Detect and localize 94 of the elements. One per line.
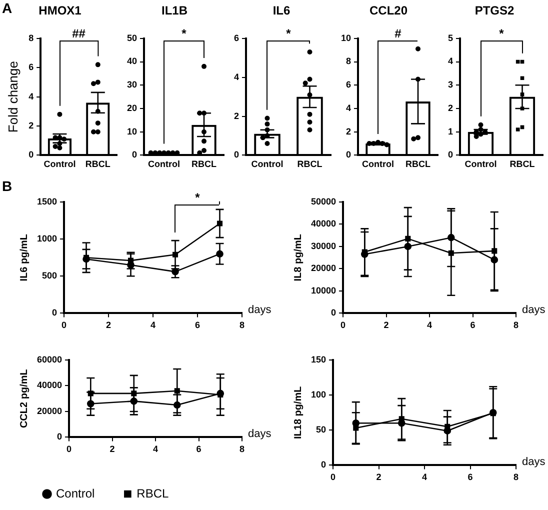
x-tick-label: Control (464, 159, 497, 170)
x-tick-label: 6 (470, 320, 476, 330)
y-tick-label: 50 (316, 424, 326, 435)
y-tick-label: 0 (28, 150, 34, 160)
y-tick-label: 30000 (310, 240, 336, 251)
text: B (2, 178, 12, 194)
x-tick-label: 8 (513, 472, 519, 482)
y-tick-label: 2 (448, 102, 454, 113)
x-tick-label: 6 (468, 472, 473, 482)
annotation: * (286, 26, 292, 41)
y-axis-title: CCL2 pg/mL (18, 369, 30, 428)
x-tick-label: 0 (66, 444, 72, 454)
x-tick-label: Control (148, 159, 180, 170)
y-tick-label: 3 (448, 80, 454, 90)
y-tick-label: 10 (126, 126, 138, 136)
y-tick-label: 0 (331, 308, 336, 318)
x-tick-label: Control (44, 159, 76, 170)
y-tick-label: 4 (448, 56, 454, 66)
annotation: * (499, 26, 504, 41)
y-tick-label: 2 (234, 110, 240, 121)
annotation: * (195, 190, 200, 204)
x-tick-label: Control (251, 159, 284, 170)
x-tick-label: 4 (150, 320, 156, 330)
x-axis-title: days (522, 456, 546, 468)
y-tick-label: 10 (340, 32, 352, 43)
y-tick-label: 40 (126, 56, 138, 66)
y-tick-label: 40000 (36, 380, 62, 390)
x-tick-label: RBCL (85, 159, 111, 170)
y-tick-label: 2 (28, 120, 34, 130)
y-tick-label: 60000 (36, 354, 62, 364)
y-axis-title: IL6 pg/mL (18, 234, 30, 282)
y-tick-label: 0 (234, 150, 240, 160)
y-tick-label: 1 (448, 126, 454, 136)
x-tick-label: 8 (513, 320, 519, 330)
x-tick-label: 6 (196, 444, 202, 454)
x-tick-label: 2 (106, 320, 112, 330)
text: A (2, 0, 12, 16)
x-axis-title: days (248, 304, 272, 316)
y-axis-title: Fold change (5, 61, 20, 133)
chart-title: HMOX1 (38, 4, 82, 18)
chart-title: IL1B (161, 4, 188, 18)
y-tick-label: 40000 (310, 218, 336, 229)
y-tick-label: 500 (42, 270, 58, 281)
x-tick-label: 2 (110, 444, 115, 454)
y-tick-label: 1000 (36, 234, 58, 244)
x-tick-label: RBCL (192, 159, 217, 170)
y-tick-label: 4 (346, 102, 352, 113)
x-tick-label: 2 (376, 472, 382, 482)
y-tick-label: 0 (57, 432, 62, 442)
y-tick-label: 50000 (310, 196, 336, 206)
y-tick-label: 6 (28, 62, 34, 72)
y-tick-label: 30 (126, 80, 138, 90)
annotation: # (394, 26, 402, 41)
chart-title: PTGS2 (474, 4, 514, 18)
legend-label: Control (56, 486, 95, 500)
y-tick-label: 5 (448, 32, 454, 43)
y-tick-label: 2 (346, 126, 352, 136)
y-tick-label: 0 (321, 460, 326, 470)
y-tick-label: 4 (234, 72, 240, 82)
chart-title: IL6 (272, 4, 290, 18)
y-tick-label: 0 (448, 150, 454, 160)
y-tick-label: 8 (28, 32, 34, 43)
y-tick-label: 8 (346, 56, 352, 66)
y-tick-label: 1500 (36, 196, 58, 206)
y-tick-label: 20000 (36, 406, 62, 416)
y-tick-label: 0 (132, 150, 138, 160)
y-tick-label: 0 (52, 308, 58, 318)
legend-label: RBCL (136, 486, 170, 500)
y-tick-label: 6 (346, 80, 352, 90)
chart-title: CCL20 (369, 4, 408, 18)
y-tick-label: 150 (310, 354, 326, 364)
x-axis-title: days (522, 304, 546, 316)
x-tick-label: RBCL (297, 159, 323, 170)
y-tick-label: 20 (126, 102, 138, 113)
y-tick-label: 4 (28, 91, 34, 102)
y-tick-label: 20000 (310, 263, 336, 274)
x-tick-label: RBCL (510, 159, 536, 170)
x-tick-label: 4 (153, 444, 158, 454)
y-axis-title: IL18 pg/mL (292, 386, 304, 439)
x-tick-label: 4 (422, 472, 428, 482)
x-tick-label: 6 (195, 320, 200, 330)
y-tick-label: 0 (346, 150, 352, 160)
annotation: * (182, 26, 187, 41)
x-tick-label: 2 (384, 320, 389, 330)
x-tick-label: 4 (427, 320, 432, 330)
x-tick-label: RBCL (406, 159, 431, 170)
y-tick-label: 50 (126, 32, 138, 43)
y-tick-label: 6 (234, 32, 240, 43)
y-tick-label: 10000 (310, 285, 336, 296)
y-axis-title: IL8 pg/mL (292, 234, 304, 282)
annotation: ## (72, 26, 86, 41)
y-tick-label: 100 (310, 390, 326, 400)
x-axis-title: days (248, 428, 272, 440)
x-tick-label: Control (362, 159, 394, 170)
